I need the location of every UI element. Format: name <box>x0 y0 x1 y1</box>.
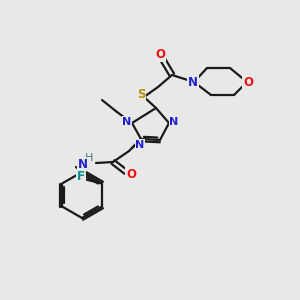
Text: S: S <box>137 88 145 101</box>
Text: N: N <box>135 140 145 150</box>
Text: N: N <box>78 158 88 170</box>
Text: H: H <box>85 153 93 163</box>
Text: N: N <box>188 76 198 88</box>
Text: O: O <box>243 76 253 88</box>
Text: N: N <box>169 117 178 127</box>
Text: F: F <box>77 170 85 183</box>
Text: N: N <box>122 117 132 127</box>
Text: O: O <box>155 49 165 62</box>
Text: O: O <box>126 167 136 181</box>
